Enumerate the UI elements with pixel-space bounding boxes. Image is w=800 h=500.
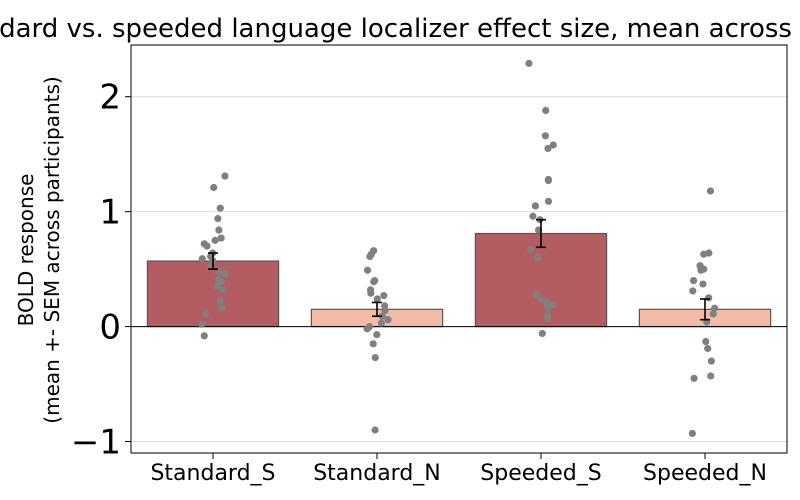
x-tick-label: Speeded_N [643, 461, 767, 486]
data-point [697, 266, 705, 274]
data-point [214, 214, 222, 223]
data-point [363, 325, 371, 333]
data-point [705, 294, 713, 302]
plot-frame [130, 44, 788, 454]
data-point [213, 282, 221, 290]
data-point [700, 250, 708, 258]
data-point [370, 278, 378, 286]
data-point [549, 301, 557, 309]
data-point [216, 297, 224, 305]
y-tick-label: 1 [99, 193, 121, 233]
data-point [371, 354, 379, 362]
data-point [211, 236, 219, 244]
data-point [217, 234, 225, 242]
data-point [544, 144, 552, 153]
data-point [369, 340, 377, 348]
data-point [526, 245, 535, 254]
error-bars [208, 218, 710, 321]
data-point [543, 303, 552, 311]
data-point [709, 310, 717, 318]
data-point [549, 141, 557, 149]
data-point [380, 291, 388, 300]
data-point [534, 254, 542, 262]
y-axis-label-line1: BOLD response [14, 174, 38, 327]
data-point [529, 212, 537, 220]
data-point [711, 304, 719, 312]
data-point [699, 280, 707, 288]
data-point [525, 59, 533, 67]
plot-frame [130, 44, 788, 454]
x-tick-label: Standard_S [150, 461, 275, 486]
y-axis-label-line2: (mean +- SEM across participants) [40, 76, 64, 423]
data-point [217, 304, 226, 312]
x-tick-label: Speeded_S [480, 461, 601, 486]
data-point [200, 332, 208, 340]
data-point [367, 289, 375, 297]
data-point [706, 187, 715, 195]
data-point [221, 172, 229, 180]
data-point [373, 331, 381, 339]
data-point [690, 374, 698, 382]
y-tick-label: −1 [71, 423, 121, 463]
data-point [217, 278, 225, 286]
y-tick-label: 2 [99, 78, 121, 118]
data-point [707, 372, 715, 380]
y-tick-label: 0 [99, 308, 121, 348]
data-point [219, 286, 227, 294]
data-point [544, 197, 553, 205]
data-point [543, 314, 552, 323]
data-point [536, 295, 545, 303]
x-tick-label: Standard_N [313, 461, 441, 486]
data-point [201, 310, 210, 318]
y-axis-ticks: −1 0 1 2 [71, 78, 131, 463]
data-point [216, 204, 224, 212]
y-axis-label: BOLD response (mean +- SEM across partic… [14, 76, 64, 423]
data-point [378, 312, 386, 320]
data-point [215, 226, 223, 234]
data-point [210, 183, 218, 192]
data-point [381, 306, 389, 315]
data-point [373, 295, 381, 303]
data-point [544, 177, 552, 185]
data-point [203, 242, 211, 250]
data-point [702, 337, 710, 346]
bar [146, 260, 280, 328]
chart-title: Standard vs. speeded language localizer … [0, 14, 800, 44]
data-point [377, 319, 386, 327]
data-point [363, 266, 372, 274]
data-point [371, 426, 379, 434]
data-point [689, 287, 697, 295]
x-axis-ticks: Standard_S Standard_N Speeded_S Speeded_N [150, 453, 767, 486]
data-point [384, 316, 392, 324]
data-point [221, 270, 229, 278]
data-point [531, 202, 539, 210]
data-point [366, 252, 374, 261]
data-point [198, 320, 206, 328]
data-point [704, 344, 712, 353]
data-point [689, 277, 698, 285]
data-point [688, 429, 696, 438]
bars [146, 232, 772, 328]
data-point [542, 106, 550, 115]
data-points [198, 59, 719, 438]
data-point [707, 357, 715, 365]
data-point [198, 255, 206, 263]
data-point [538, 329, 546, 338]
data-point [541, 132, 549, 140]
